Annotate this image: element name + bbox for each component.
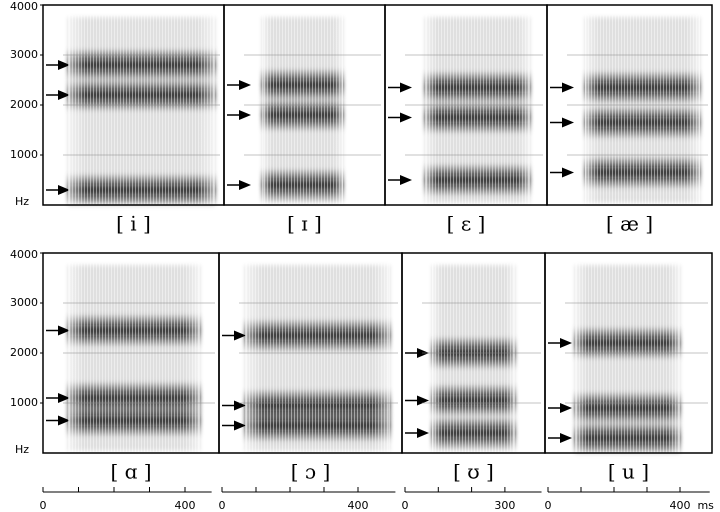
arrow-head [417, 395, 429, 406]
panel [384, 4, 548, 206]
x-tick-label: 400 [175, 499, 196, 512]
arrow-head [562, 82, 574, 93]
vowel-label: [ ʊ ] [453, 460, 494, 484]
vowel-label: [ i ] [116, 212, 151, 236]
arrow-head [58, 325, 70, 336]
arrow-head [58, 393, 70, 403]
y-tick-label: 3000 [10, 48, 38, 61]
panel-frame [546, 4, 713, 206]
x-tick-label: 400 [670, 499, 691, 512]
arrow-head [562, 117, 574, 128]
panel [218, 252, 403, 454]
panel-frame [544, 252, 713, 454]
y-axis-label: Hz [15, 195, 29, 208]
arrow-head [417, 428, 429, 438]
panel [401, 252, 546, 454]
arrow-head [234, 420, 246, 431]
y-tick-label: 4000 [10, 0, 38, 13]
x-tick-label: 0 [402, 499, 409, 512]
y-tick-label: 1000 [10, 148, 38, 161]
arrow-head [239, 80, 251, 90]
vowel-label: [ æ ] [606, 212, 653, 236]
x-unit: ms [697, 499, 714, 512]
x-tick-label: 0 [40, 499, 47, 512]
x-tick-label: 0 [219, 499, 226, 512]
vowel-label: [ ɔ ] [291, 460, 331, 484]
y-tick-label: 2000 [10, 98, 38, 111]
panel [223, 4, 386, 206]
panel [42, 252, 220, 454]
arrow-head [560, 403, 572, 413]
arrow-head [234, 400, 246, 411]
arrow-head [400, 82, 412, 93]
arrow-head [239, 180, 251, 190]
y-tick-label: 4000 [10, 248, 38, 261]
arrow-head [58, 415, 70, 426]
vowel-label: [ ɛ ] [447, 212, 486, 236]
x-tick-label: 400 [348, 499, 369, 512]
y-axis-label: Hz [15, 443, 29, 456]
arrow-head [58, 90, 70, 100]
panel [546, 4, 713, 206]
arrow-head [58, 185, 70, 195]
x-tick-label: 0 [545, 499, 552, 512]
arrow-head [562, 167, 574, 178]
panel [42, 4, 225, 207]
y-tick-label: 2000 [10, 346, 38, 359]
arrow-head [560, 433, 572, 443]
y-tick-label: 1000 [10, 396, 38, 409]
arrow-head [234, 330, 246, 341]
x-tick-label: 300 [494, 499, 515, 512]
arrow-head [239, 110, 251, 120]
y-tick-label: 3000 [10, 296, 38, 309]
vowel-label: [ u ] [608, 460, 649, 484]
arrow-head [58, 60, 70, 70]
panel [544, 252, 713, 455]
vowel-label: [ ɑ ] [110, 460, 151, 484]
arrow-head [400, 175, 412, 185]
arrow-head [560, 338, 572, 348]
arrow-head [400, 112, 412, 123]
vowel-label: [ ɪ ] [287, 212, 322, 236]
